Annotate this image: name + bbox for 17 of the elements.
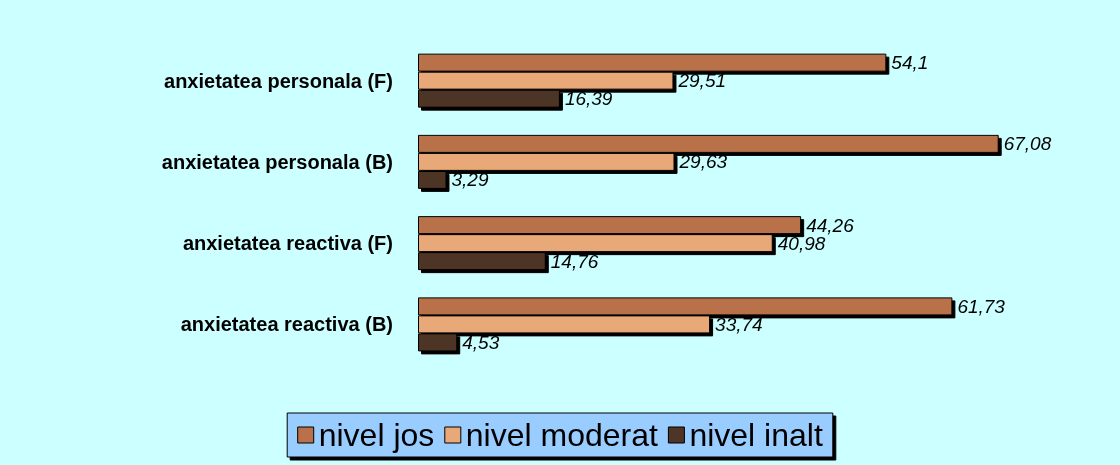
- data-label: 67,08: [1003, 133, 1052, 155]
- data-label: 54,1: [891, 52, 929, 74]
- data-label: 16,39: [564, 88, 613, 110]
- data-label: 3,29: [451, 169, 489, 191]
- data-label: 61,73: [957, 295, 1006, 317]
- data-label: 29,63: [678, 151, 728, 173]
- y-tick-label: anxietatea reactiva (B): [180, 313, 393, 336]
- y-tick-label: anxietatea reactiva (F): [182, 232, 393, 255]
- legend-label: nivel moderat: [465, 417, 659, 453]
- legend-label: nivel jos: [318, 417, 435, 453]
- legend-label: nivel inalt: [689, 417, 823, 453]
- data-label: 33,74: [715, 313, 763, 335]
- data-label: 14,76: [550, 250, 599, 272]
- y-tick-label: anxietatea personala (F): [164, 69, 393, 92]
- data-label: 4,53: [462, 331, 500, 353]
- data-label: 29,51: [677, 70, 727, 92]
- y-tick-label: anxietatea personala (B): [161, 150, 393, 173]
